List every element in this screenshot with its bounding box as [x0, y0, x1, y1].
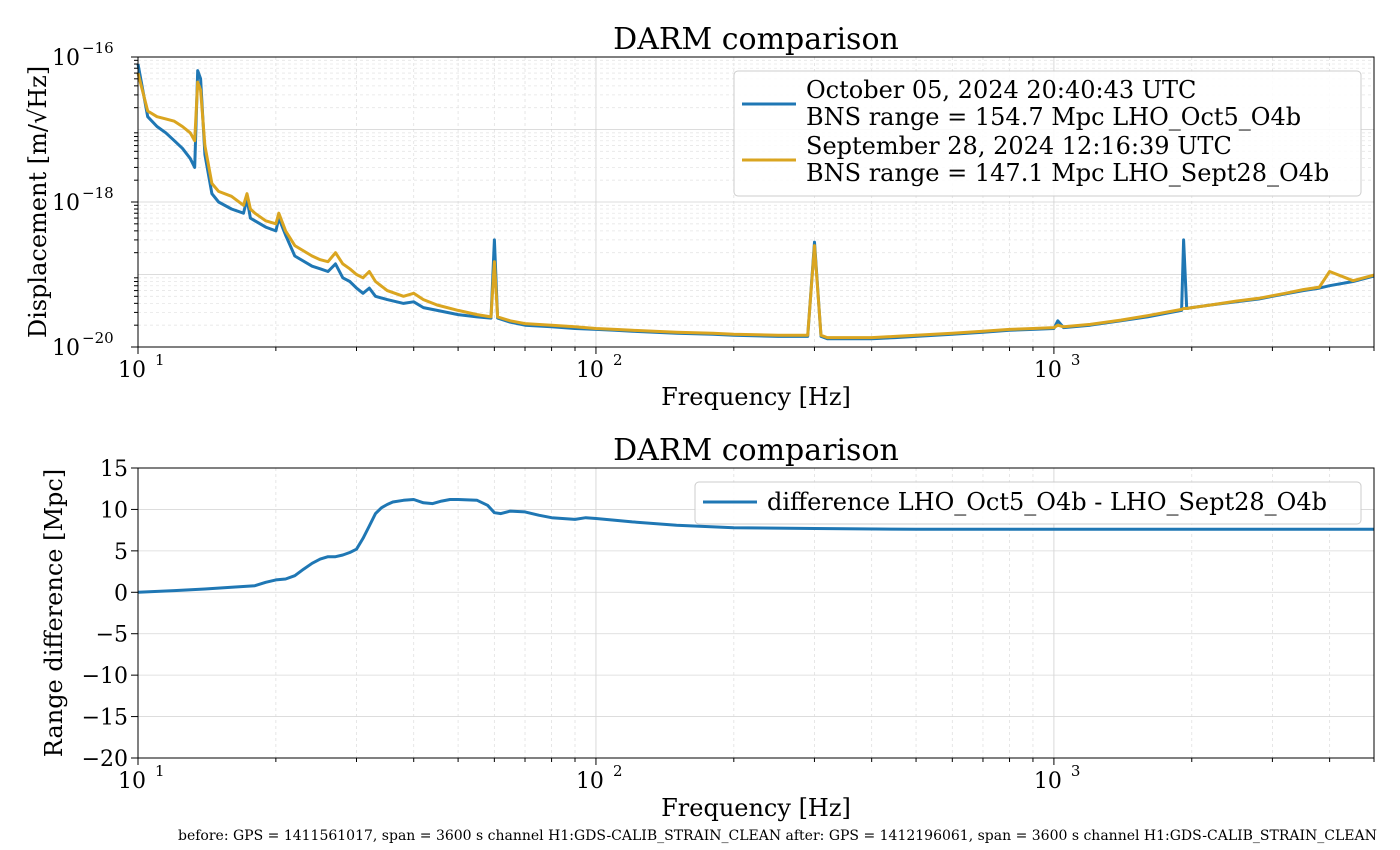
y-tick-label: −5 — [96, 623, 128, 648]
bottom-plot-title: DARM comparison — [613, 433, 899, 468]
top-plot-ylabel: Displacement [m/√Hz] — [24, 66, 52, 338]
y-tick-exponent: −16 — [82, 39, 114, 57]
y-tick-label: 10 — [100, 498, 128, 523]
y-tick-label: −20 — [82, 747, 128, 772]
footer-caption: before: GPS = 1411561017, span = 3600 s … — [178, 828, 1377, 844]
legend-label-oct5-range: BNS range = 154.7 Mpc LHO_Oct5_O4b — [806, 103, 1301, 131]
x-tick-exponent: 3 — [1071, 351, 1081, 369]
legend-label-difference: difference LHO_Oct5_O4b - LHO_Sept28_O4b — [767, 488, 1327, 516]
y-tick-label: 5 — [114, 540, 128, 565]
bottom-plot-ylabel: Range difference [Mpc] — [40, 469, 68, 757]
x-tick-label: 10 — [118, 769, 146, 794]
x-tick-exponent: 1 — [155, 351, 165, 369]
series-line-0 — [137, 498, 1374, 594]
x-tick-exponent: 2 — [613, 762, 623, 780]
x-tick-exponent: 2 — [613, 351, 623, 369]
y-tick-label: 10 — [52, 191, 80, 216]
x-tick-label: 10 — [576, 358, 604, 383]
legend-label-sept28-range: BNS range = 147.1 Mpc LHO_Sept28_O4b — [806, 159, 1329, 187]
y-tick-label: −15 — [82, 706, 128, 731]
y-tick-label: 0 — [114, 581, 128, 606]
y-tick-label: −10 — [82, 664, 128, 689]
y-tick-label: 15 — [100, 457, 128, 482]
bottom-plot-xlabel: Frequency [Hz] — [661, 794, 851, 822]
x-tick-label: 10 — [118, 358, 146, 383]
legend-label-sept28-date: September 28, 2024 12:16:39 UTC — [806, 132, 1232, 160]
x-tick-label: 10 — [1034, 358, 1062, 383]
top-plot-title: DARM comparison — [613, 22, 899, 57]
x-tick-exponent: 3 — [1071, 762, 1081, 780]
bottom-plot-legend: difference LHO_Oct5_O4b - LHO_Sept28_O4b — [694, 481, 1362, 525]
x-tick-exponent: 1 — [155, 762, 165, 780]
y-tick-exponent: −18 — [82, 184, 114, 202]
y-tick-label: 10 — [52, 46, 80, 71]
legend-label-oct5-date: October 05, 2024 20:40:43 UTC — [806, 76, 1196, 104]
y-tick-label: 10 — [52, 336, 80, 361]
top-plot-legend: October 05, 2024 20:40:43 UTC BNS range … — [733, 70, 1362, 197]
x-tick-label: 10 — [576, 769, 604, 794]
range-difference-plot: 10 1 10 2 10 3 15 10 5 0 −5 −10 −15 −20 DARM comparis… — [40, 433, 1375, 822]
top-plot-xlabel: Frequency [Hz] — [661, 383, 851, 411]
x-tick-label: 10 — [1034, 769, 1062, 794]
y-tick-exponent: −20 — [82, 329, 114, 347]
series-line-1 — [136, 72, 1375, 340]
plot-frame — [137, 467, 1375, 759]
